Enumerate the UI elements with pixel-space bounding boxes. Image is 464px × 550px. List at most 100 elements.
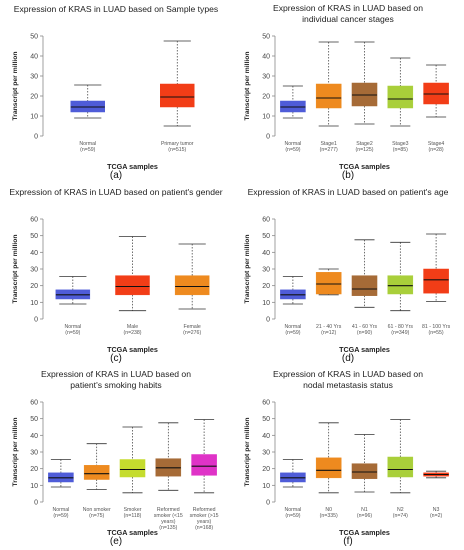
y-axis-label: Transcript per million <box>12 417 19 486</box>
box-2: N0 (n=335) <box>315 422 342 519</box>
box-iqr <box>315 83 342 109</box>
x-tick-label-line: 41 - 60 Yrs <box>352 324 378 330</box>
y-tick-label: 20 <box>30 283 38 290</box>
panel-letter: (b) <box>342 170 354 181</box>
x-tick-count: (n=335) <box>320 513 338 519</box>
x-tick-label-line: Normal <box>285 141 302 147</box>
x-tick-label-line: Normal <box>53 507 70 513</box>
box-1: Normal (n=59) <box>70 84 105 153</box>
y-axis-label: Transcript per million <box>244 234 251 303</box>
chart-title: Expression of KRAS in LUAD based on pati… <box>248 187 449 197</box>
box-2: Non smoker (n=75) <box>83 443 111 519</box>
box-iqr <box>191 454 217 476</box>
box-4: N2 (n=74) <box>387 419 414 519</box>
y-tick-label: 50 <box>30 34 38 41</box>
chart-title-line: individual cancer stages <box>302 14 394 24</box>
x-tick-count: (n=59) <box>285 330 300 336</box>
x-tick-label: Normal (n=59) <box>79 141 96 153</box>
chart-panel-2: Expression of KRAS in LUAD based on indiv… <box>244 3 449 181</box>
x-tick-count: (n=168) <box>195 525 213 531</box>
y-tick-label: 0 <box>266 500 270 507</box>
chart-panel-6: Expression of KRAS in LUAD based on nodal… <box>244 369 449 547</box>
chart-title: Expression of KRAS in LUAD based on nodal… <box>273 369 423 390</box>
y-tick-label: 0 <box>34 500 38 507</box>
x-tick-label-line: Female <box>184 324 201 330</box>
panel-letter: (c) <box>110 353 122 364</box>
x-tick-label: Stage3 (n=85) <box>392 141 409 153</box>
y-tick-label: 30 <box>30 450 38 457</box>
box-5: 81 - 100 Yrs (n=55) <box>422 233 451 336</box>
y-axis-label: Transcript per million <box>244 51 251 120</box>
x-tick-label: Primary tumor (n=515) <box>161 141 194 153</box>
y-tick-label: 10 <box>262 483 270 490</box>
x-tick-label: Non smoker (n=75) <box>83 507 111 519</box>
y-tick-label: 50 <box>30 416 38 423</box>
y-axis-label: Transcript per million <box>12 234 19 303</box>
y-tick-label: 0 <box>34 317 38 324</box>
chart-panel-3: Expression of KRAS in LUAD based on pati… <box>9 187 222 364</box>
y-tick-label: 10 <box>30 483 38 490</box>
y-tick-label: 40 <box>262 250 270 257</box>
box-1: Normal (n=59) <box>280 459 306 519</box>
box-iqr <box>315 457 342 479</box>
x-tick-label-line: smoker (>15 <box>190 513 219 519</box>
box-3: Female (n=276) <box>174 243 210 336</box>
y-tick-label: 0 <box>34 134 38 141</box>
box-3: Smoker (n=118) <box>119 426 146 519</box>
chart-title-line: Expression of KRAS in LUAD based on <box>273 369 423 379</box>
x-tick-label-line: Non smoker <box>83 507 111 513</box>
x-tick-label: N1 (n=96) <box>357 507 372 519</box>
x-tick-label: Normal (n=59) <box>285 141 302 153</box>
x-tick-label: Smoker (n=118) <box>124 507 142 519</box>
y-tick-label: 0 <box>266 134 270 141</box>
box-1: Normal (n=59) <box>280 85 306 153</box>
y-tick-label: 20 <box>262 283 270 290</box>
x-tick-label: Stage4 (n=28) <box>428 141 445 153</box>
x-tick-label-line: smoker (<15 <box>154 513 183 519</box>
y-tick-label: 40 <box>30 54 38 61</box>
x-tick-label-line: Stage2 <box>356 141 373 147</box>
y-tick-label: 10 <box>262 300 270 307</box>
x-tick-label-line: Primary tumor <box>161 141 194 147</box>
x-tick-label: Reformed smoker (<15 years) (n=135) <box>154 507 183 531</box>
x-tick-count: (n=85) <box>393 147 408 153</box>
x-tick-count: (n=59) <box>80 147 95 153</box>
y-tick-label: 50 <box>262 416 270 423</box>
box-4: Reformed smoker (<15 years) (n=135) <box>154 422 183 531</box>
y-tick-label: 30 <box>30 74 38 81</box>
x-tick-label-line: Normal <box>64 324 81 330</box>
x-tick-count: (n=2) <box>430 513 443 519</box>
y-axis-label: Transcript per million <box>244 417 251 486</box>
x-tick-count: (n=118) <box>124 513 142 519</box>
x-tick-count: (n=238) <box>123 330 141 336</box>
y-tick-label: 30 <box>30 267 38 274</box>
x-tick-count: (n=59) <box>53 513 68 519</box>
x-tick-count: (n=59) <box>285 513 300 519</box>
chart-panel-1: Expression of KRAS in LUAD based on Samp… <box>12 4 218 181</box>
y-tick-label: 20 <box>30 94 38 101</box>
y-tick-label: 10 <box>30 114 38 121</box>
x-axis-label: TCGA samples <box>339 528 390 537</box>
box-4: Stage3 (n=85) <box>387 57 414 153</box>
box-iqr <box>351 463 378 479</box>
panel-letter: (f) <box>343 536 352 547</box>
y-tick-label: 50 <box>262 233 270 240</box>
x-tick-label: Normal (n=59) <box>285 507 302 519</box>
chart-title-line: Expression of KRAS in LUAD based on <box>273 3 423 13</box>
x-axis-label: TCGA samples <box>107 528 158 537</box>
x-tick-label: Stage1 (n=277) <box>320 141 338 153</box>
x-tick-label-line: N0 <box>325 507 332 513</box>
x-tick-label-line: Reformed <box>193 507 216 513</box>
x-tick-count: (n=74) <box>393 513 408 519</box>
box-1: Normal (n=59) <box>55 276 91 336</box>
chart-title-line: Expression of KRAS in LUAD based on pati… <box>248 187 449 197</box>
y-tick-label: 0 <box>266 317 270 324</box>
x-tick-count: (n=125) <box>355 147 373 153</box>
x-tick-label-line: N2 <box>397 507 404 513</box>
chart-panel-5: Expression of KRAS in LUAD based on patie… <box>12 369 219 547</box>
box-5: Stage4 (n=28) <box>423 64 449 153</box>
y-axis-label: Transcript per million <box>12 51 19 120</box>
x-tick-label-line: 81 - 100 Yrs <box>422 324 451 330</box>
x-tick-label: 81 - 100 Yrs (n=55) <box>422 324 451 336</box>
